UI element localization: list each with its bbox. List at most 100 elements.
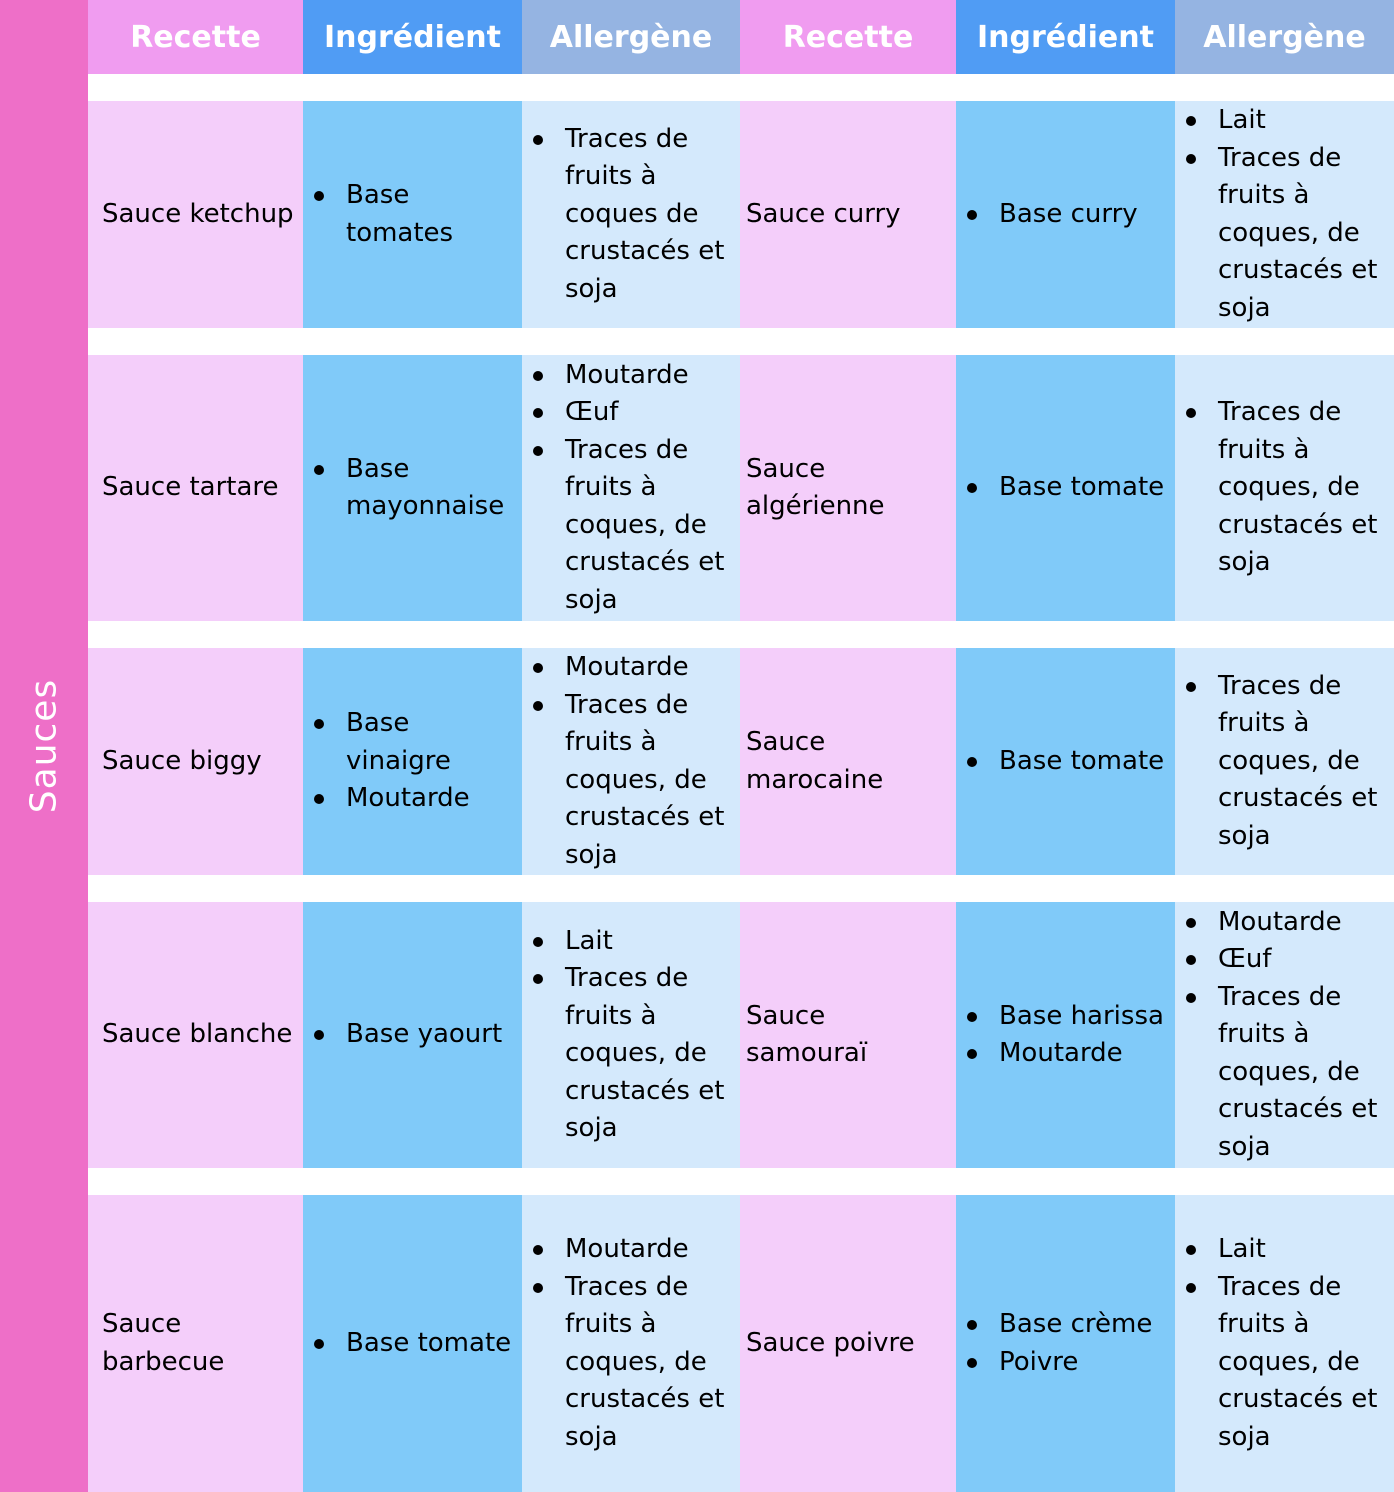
recette-name: Sauce samouraï [746,1000,868,1069]
ingredient-list: Base curry [967,196,1171,234]
header-allergene-2: Allergène [1175,0,1394,74]
allergene-cell: Traces de fruits à coques, de crustacés … [1175,355,1394,621]
allergene-item: Moutarde [533,1231,736,1269]
allergene-item: Traces de fruits à coques, de crustacés … [533,1269,736,1457]
ingredient-cell: Base yaourt [303,902,522,1168]
ingredient-list: Base tomate [967,743,1171,781]
ingredient-item: Base tomates [314,177,518,252]
category-label: Sauces [23,678,65,814]
recette-name: Sauce curry [746,198,901,229]
recette-name: Sauce marocaine [746,727,884,795]
ingredient-list: Base harissa Moutarde [967,998,1171,1073]
recette-name: Sauce blanche [102,1019,293,1050]
ingredient-list: Base tomates [314,177,518,252]
allergene-list: Traces de fruits à coques de crustacés e… [533,121,736,309]
sauce-allergen-table: Recette Ingrédient Allergène Recette Ing… [88,0,1394,1492]
ingredient-list: Base vinaigre Moutarde [314,705,518,818]
allergene-item: Lait [1186,102,1390,140]
category-sidebar: Sauces [0,0,88,1492]
ingredient-cell: Base harissa Moutarde [956,902,1175,1168]
allergene-list: Moutarde Œuf Traces de fruits à coques, de… [533,357,736,620]
allergene-item: Traces de fruits à coques, de crustacés … [1186,394,1390,582]
recette-name: Sauce algérienne [746,453,885,522]
allergene-list: Lait Traces de fruits à coques, de crusta… [1186,1231,1390,1457]
recette-name: Sauce biggy [102,745,262,776]
ingredient-item: Base tomate [967,469,1171,507]
recette-cell: Sauce curry [740,101,956,328]
ingredient-cell: Base tomate [956,355,1175,621]
ingredient-cell: Base crème Poivre [956,1195,1175,1492]
allergene-list: Lait Traces de fruits à coques, de crusta… [533,923,736,1148]
allergene-item: Traces de fruits à coques, de crustacés … [1186,979,1390,1167]
allergene-item: Traces de fruits à coques, de crustacés … [533,960,736,1148]
allergene-item: Œuf [533,394,736,432]
table-row: Sauce ketchup Base tomates Traces de fruit… [88,101,1394,328]
ingredient-item: Moutarde [314,780,518,818]
ingredient-item: Base tomate [967,743,1171,781]
recette-cell: Sauce marocaine [740,648,956,875]
allergene-item: Traces de fruits à coques, de crustacés … [533,432,736,620]
allergene-cell: Traces de fruits à coques de crustacés e… [522,101,740,328]
header-allergene: Allergène [522,0,740,74]
recette-cell: Sauce algérienne [740,355,956,621]
recette-cell: Sauce ketchup [88,101,303,328]
header-ingredient-2: Ingrédient [956,0,1175,74]
allergene-item: Traces de fruits à coques de crustacés e… [533,121,736,309]
recette-cell: Sauce blanche [88,902,303,1168]
allergene-cell: Moutarde Œuf Traces de fruits à coques, de… [1175,902,1394,1168]
allergene-item: Traces de fruits à coques, de crustacés … [533,687,736,875]
ingredient-item: Base yaourt [314,1016,518,1054]
allergene-cell: Traces de fruits à coques, de crustacés … [1175,648,1394,875]
table-row: Sauce blanche Base yaourt Lait Traces de fr… [88,902,1394,1168]
recette-name: Sauce barbecue [102,1309,225,1377]
ingredient-list: Base tomate [967,469,1171,507]
recette-cell: Sauce tartare [88,355,303,621]
ingredient-list: Base mayonnaise [314,451,518,526]
table-row: Sauce barbecue Base tomate Moutarde Traces … [88,1195,1394,1492]
allergene-list: Traces de fruits à coques, de crustacés … [1186,394,1390,582]
allergene-item: Traces de fruits à coques, de crustacés … [1186,668,1390,856]
allergene-item: Moutarde [533,649,736,687]
allergene-cell: Lait Traces de fruits à coques, de crusta… [1175,101,1394,328]
recette-cell: Sauce samouraï [740,902,956,1168]
ingredient-item: Base vinaigre [314,705,518,780]
allergene-list: Moutarde Œuf Traces de fruits à coques, de… [1186,904,1390,1167]
ingredient-cell: Base tomate [956,648,1175,875]
ingredient-item: Poivre [967,1344,1171,1382]
allergene-item: Œuf [1186,941,1390,979]
table-header-row: Recette Ingrédient Allergène Recette Ing… [88,0,1394,74]
ingredient-cell: Base vinaigre Moutarde [303,648,522,875]
allergene-cell: Lait Traces de fruits à coques, de crusta… [522,902,740,1168]
recette-cell: Sauce barbecue [88,1195,303,1492]
allergene-list: Moutarde Traces de fruits à coques, de cr… [533,1231,736,1457]
allergene-item: Moutarde [1186,904,1390,942]
ingredient-item: Base mayonnaise [314,451,518,526]
ingredient-cell: Base tomates [303,101,522,328]
allergene-cell: Moutarde Traces de fruits à coques, de cr… [522,1195,740,1492]
allergene-cell: Moutarde Traces de fruits à coques, de cr… [522,648,740,875]
header-ingredient: Ingrédient [303,0,522,74]
ingredient-item: Moutarde [967,1035,1171,1073]
ingredient-item: Base harissa [967,998,1171,1036]
ingredient-list: Base yaourt [314,1016,518,1054]
ingredient-list: Base tomate [314,1325,518,1363]
recette-name: Sauce ketchup [102,198,294,229]
allergene-item: Traces de fruits à coques, de crustacés … [1186,140,1390,328]
allergene-item: Moutarde [533,357,736,395]
table-row: Sauce biggy Base vinaigre Moutarde Moutarde… [88,648,1394,875]
header-recette-2: Recette [740,0,956,74]
allergene-item: Lait [1186,1231,1390,1269]
table-row: Sauce tartare Base mayonnaise Moutarde Œuf T… [88,355,1394,621]
allergene-list: Traces de fruits à coques, de crustacés … [1186,668,1390,856]
ingredient-item: Base crème [967,1306,1171,1344]
allergene-cell: Lait Traces de fruits à coques, de crusta… [1175,1195,1394,1492]
recette-name: Sauce poivre [746,1327,915,1358]
allergene-list: Moutarde Traces de fruits à coques, de cr… [533,649,736,875]
allergene-cell: Moutarde Œuf Traces de fruits à coques, de… [522,355,740,621]
ingredient-cell: Base tomate [303,1195,522,1492]
ingredient-cell: Base curry [956,101,1175,328]
recette-name: Sauce tartare [102,472,279,503]
ingredient-cell: Base mayonnaise [303,355,522,621]
allergene-item: Traces de fruits à coques, de crustacés … [1186,1269,1390,1457]
allergene-item: Lait [533,923,736,961]
